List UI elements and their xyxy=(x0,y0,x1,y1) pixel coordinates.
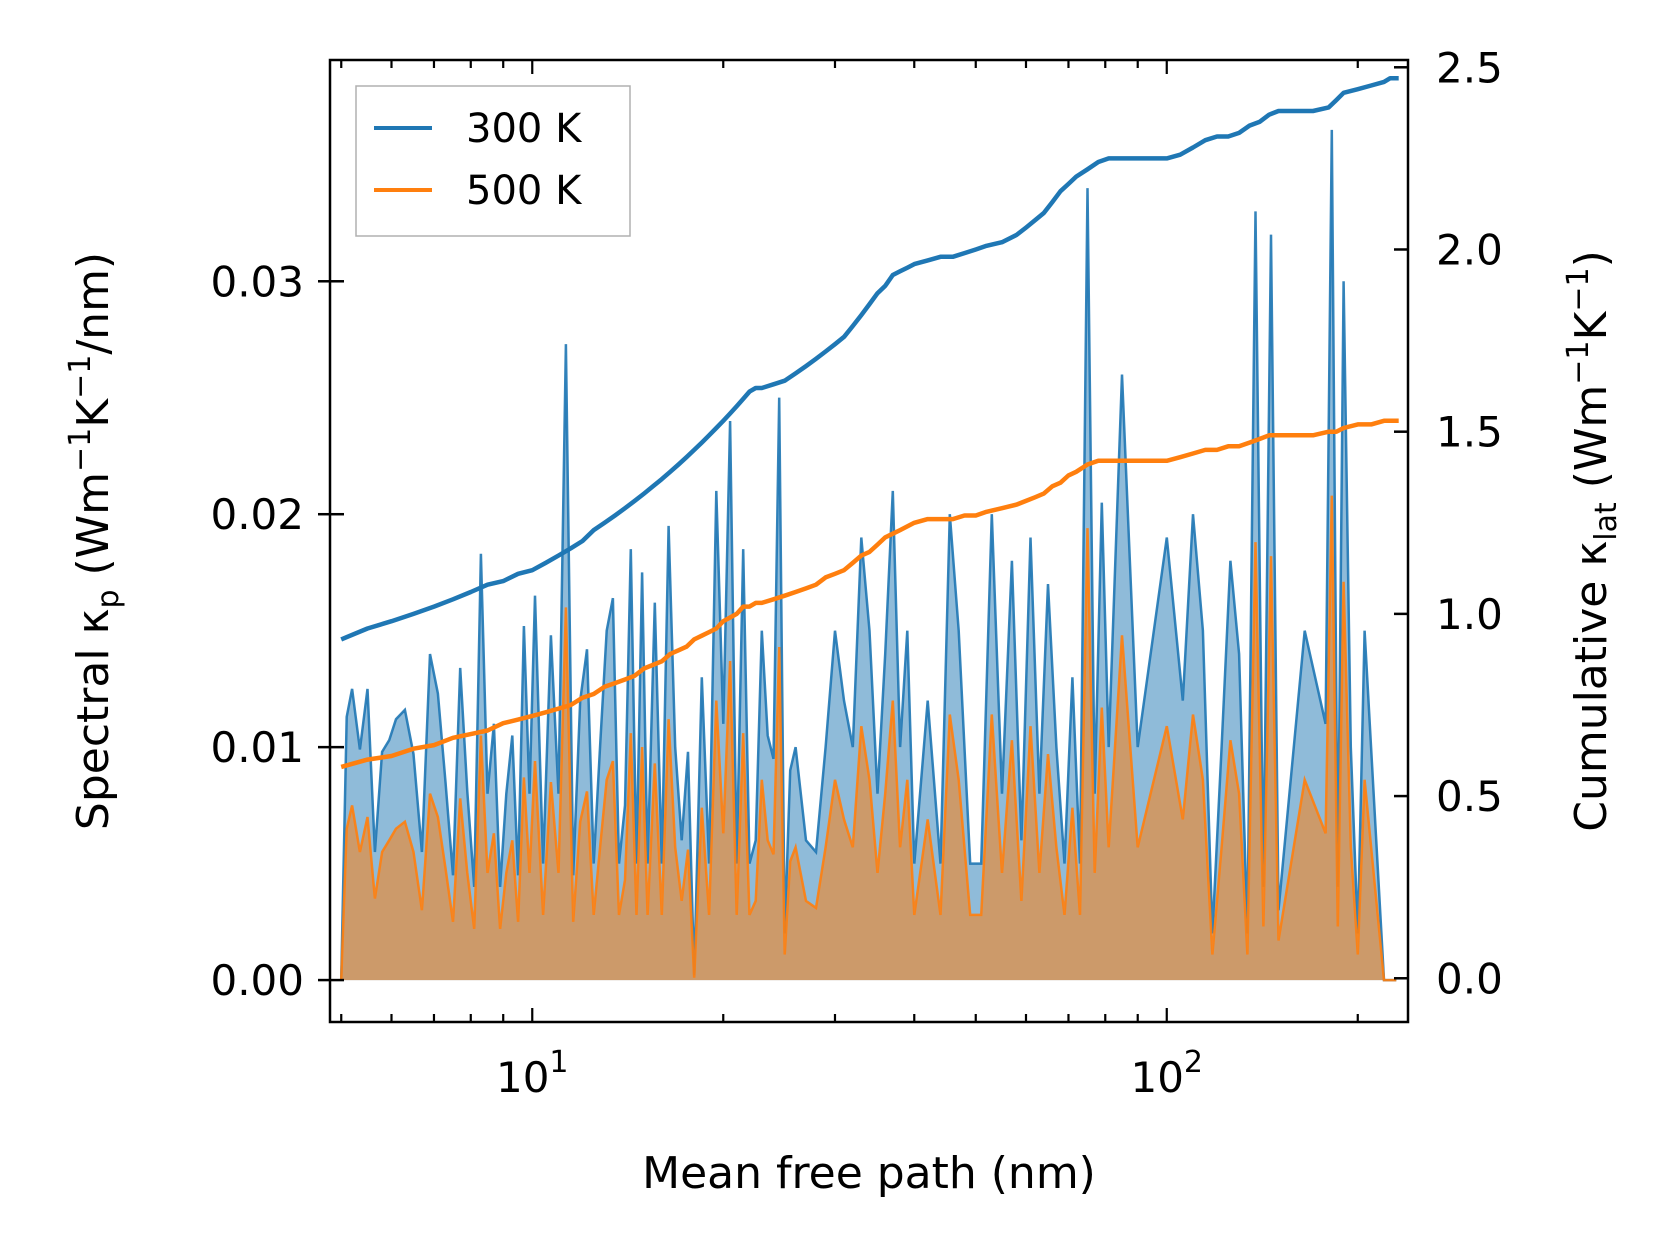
x-tick-label: 101 xyxy=(496,1045,569,1102)
left-axis-label-sup2: −1 xyxy=(63,355,98,399)
right-axis-label-units-b: K xyxy=(1566,310,1617,340)
left-axis-label-sub: p xyxy=(91,589,126,608)
x-tick-label-base: 10 xyxy=(496,1053,549,1102)
left-axis-label-sup1: −1 xyxy=(63,428,98,472)
right-tick-label: 1.0 xyxy=(1436,590,1503,639)
plot-layer xyxy=(339,75,1399,982)
right-tick-label: 2.5 xyxy=(1436,43,1503,92)
right-axis-label-sup2: −1 xyxy=(1561,267,1596,311)
right-axis-label: Cumulative κlat (Wm−1K−1) xyxy=(1561,250,1624,832)
left-axis: 0.00 0.01 0.02 0.03 xyxy=(210,257,344,1005)
legend-label-300k: 300 K xyxy=(466,106,583,152)
right-tick-label: 0.0 xyxy=(1436,954,1503,1003)
plot-frame xyxy=(328,58,1410,1024)
left-tick-label: 0.02 xyxy=(210,490,304,539)
right-axis-label-sup1: −1 xyxy=(1561,340,1596,384)
left-tick-label: 0.01 xyxy=(210,723,304,772)
x-tick-label-exp: 2 xyxy=(1184,1045,1203,1080)
legend-label-500k: 500 K xyxy=(466,168,583,214)
x-axis-label: Mean free path (nm) xyxy=(642,1148,1096,1199)
spectral-line-500k xyxy=(339,495,1397,982)
right-tick-label: 0.5 xyxy=(1436,772,1503,821)
spectral-area-500k xyxy=(341,495,1397,981)
right-tick-label: 2.0 xyxy=(1436,225,1503,274)
left-axis-label: Spectral κp (Wm−1K−1/nm) xyxy=(63,252,126,830)
left-axis-label-main: Spectral κ xyxy=(68,609,119,831)
legend-frame xyxy=(355,85,631,237)
left-axis-label-units-a: (Wm xyxy=(68,472,119,590)
right-axis: 0.0 0.5 1.0 1.5 2.0 2.5 xyxy=(1394,43,1503,1003)
right-axis-label-sub: lat xyxy=(1589,502,1624,541)
spectral-line-300k xyxy=(339,129,1397,982)
left-tick-label: 0.03 xyxy=(210,257,304,306)
x-tick-label: 102 xyxy=(1130,1045,1203,1102)
legend: 300 K 500 K xyxy=(355,85,631,237)
cumulative-line-500k xyxy=(340,418,1399,770)
x-tick-label-base: 10 xyxy=(1130,1053,1183,1102)
cumulative-line-300k xyxy=(340,75,1399,642)
right-axis-label-units-a: (Wm xyxy=(1566,385,1617,503)
x-tick-label-exp: 1 xyxy=(549,1045,568,1080)
left-axis-label-units-c: /nm) xyxy=(68,252,119,355)
x-axis: 101 102 xyxy=(340,60,1359,1102)
right-axis-label-units-c: ) xyxy=(1566,250,1617,267)
right-tick-label: 1.5 xyxy=(1436,408,1503,457)
right-axis-label-main: Cumulative κ xyxy=(1566,541,1617,832)
left-tick-label: 0.00 xyxy=(210,956,304,1005)
left-axis-label-units-b: K xyxy=(68,398,119,428)
